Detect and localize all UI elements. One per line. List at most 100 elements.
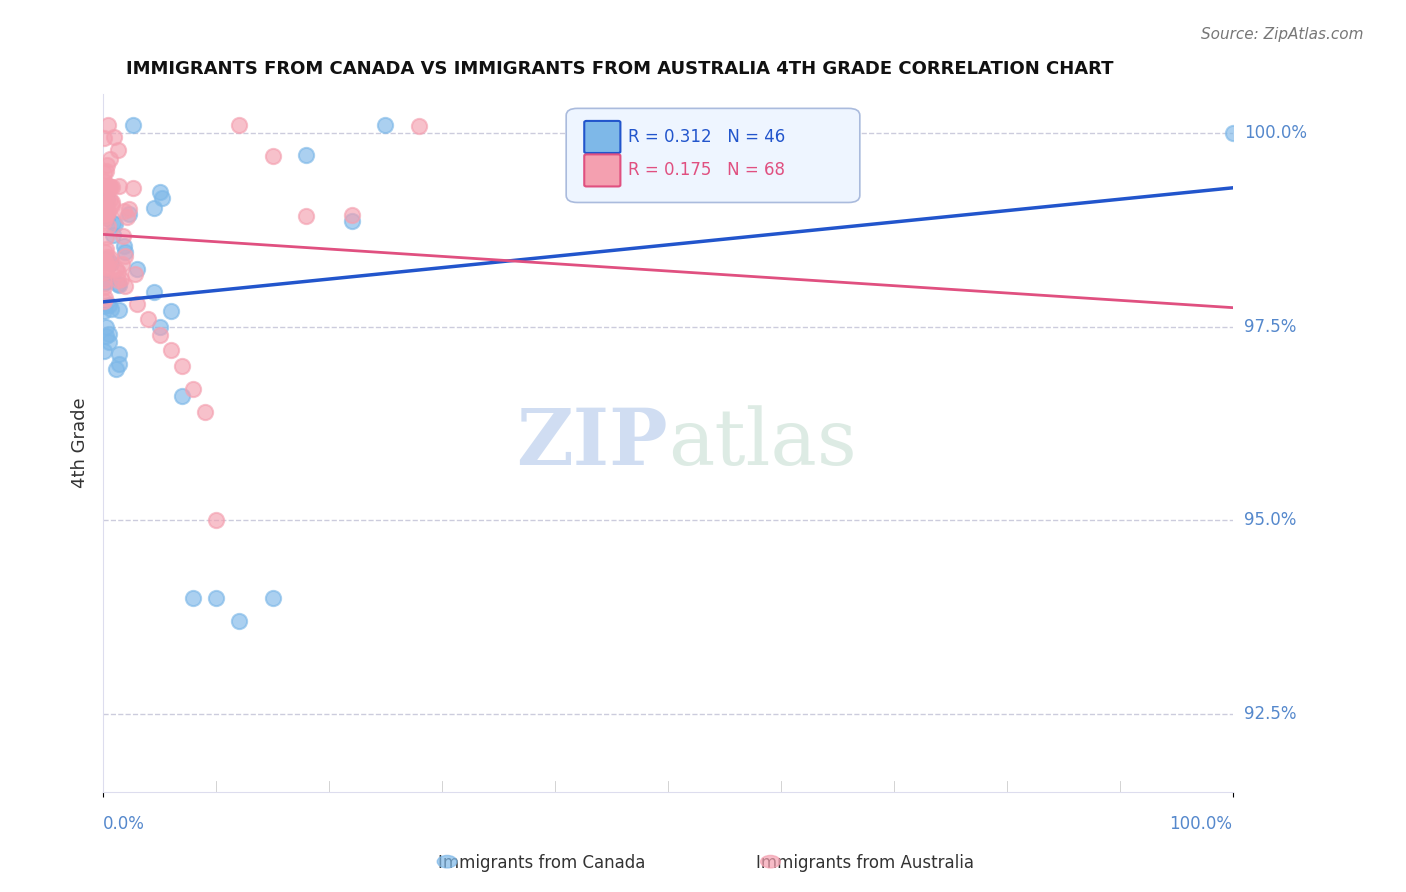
Point: [98, 153, 121, 167]
Point: [107, 144, 129, 158]
Point: [142, 285, 165, 299]
Point: [101, 194, 124, 209]
Point: [101, 180, 124, 194]
Point: [93, 174, 115, 188]
Point: [408, 120, 430, 134]
Point: [295, 148, 318, 162]
Text: Immigrants from Canada: Immigrants from Canada: [437, 855, 645, 872]
Text: 100.0%: 100.0%: [1244, 124, 1306, 142]
Text: 92.5%: 92.5%: [1244, 705, 1296, 723]
Point: [96, 210, 118, 224]
Point: [94, 255, 117, 269]
Point: [96, 157, 118, 171]
Point: [98, 181, 121, 195]
Point: [93, 280, 115, 294]
Point: [96, 211, 118, 225]
Point: [93, 184, 115, 198]
Point: [125, 296, 148, 310]
Point: [172, 390, 194, 404]
Point: [97, 206, 120, 220]
Point: [205, 513, 228, 527]
Text: R = 0.312   N = 46: R = 0.312 N = 46: [628, 128, 786, 146]
Point: [96, 256, 118, 270]
Point: [104, 217, 127, 231]
Text: 97.5%: 97.5%: [1244, 318, 1296, 335]
Point: [112, 203, 135, 218]
Point: [94, 244, 117, 259]
Text: atlas: atlas: [668, 405, 856, 481]
FancyBboxPatch shape: [567, 108, 860, 202]
Point: [93, 343, 115, 358]
Point: [97, 119, 120, 133]
Point: [111, 257, 134, 271]
Point: [107, 265, 129, 279]
Point: [94, 264, 117, 278]
Point: [149, 319, 172, 334]
Point: [122, 119, 145, 133]
Point: [152, 191, 174, 205]
Point: [96, 252, 118, 266]
Point: [228, 614, 250, 628]
Text: 95.0%: 95.0%: [1244, 511, 1296, 530]
Point: [93, 291, 115, 305]
Point: [93, 130, 115, 145]
Point: [96, 260, 118, 275]
Point: [93, 293, 115, 308]
Point: [93, 166, 115, 180]
Point: [98, 334, 121, 349]
Point: [104, 262, 127, 277]
FancyBboxPatch shape: [585, 154, 620, 186]
Point: [160, 343, 183, 357]
Point: [107, 179, 129, 194]
Point: [103, 129, 125, 144]
Point: [107, 273, 129, 287]
Point: [228, 119, 250, 133]
Point: [97, 219, 120, 234]
Point: [183, 591, 205, 605]
Point: [143, 201, 166, 215]
Point: [110, 272, 132, 286]
Point: [97, 204, 120, 219]
Point: [262, 591, 284, 605]
Point: [194, 405, 217, 419]
Point: [118, 207, 141, 221]
Point: [114, 279, 136, 293]
Point: [96, 250, 118, 264]
Point: [124, 267, 146, 281]
Point: [96, 196, 118, 211]
Point: [98, 327, 121, 342]
Point: [94, 328, 117, 343]
Text: ZIP: ZIP: [516, 405, 668, 481]
Point: [94, 207, 117, 221]
Text: IMMIGRANTS FROM CANADA VS IMMIGRANTS FROM AUSTRALIA 4TH GRADE CORRELATION CHART: IMMIGRANTS FROM CANADA VS IMMIGRANTS FRO…: [125, 60, 1114, 78]
Point: [93, 214, 115, 228]
Point: [340, 208, 363, 222]
Point: [93, 304, 115, 318]
Point: [262, 148, 284, 162]
Point: [103, 228, 125, 243]
Point: [108, 347, 131, 361]
Point: [100, 256, 122, 270]
Point: [108, 357, 131, 371]
Y-axis label: 4th Grade: 4th Grade: [72, 398, 89, 488]
Point: [98, 251, 121, 265]
Point: [374, 119, 396, 133]
Point: [96, 197, 118, 211]
Point: [93, 277, 115, 291]
Point: [100, 301, 122, 316]
Point: [94, 319, 117, 334]
Point: [183, 382, 205, 396]
Point: [149, 327, 172, 342]
Point: [97, 298, 120, 312]
Point: [96, 204, 118, 219]
Point: [100, 198, 122, 212]
Point: [96, 242, 118, 256]
Point: [107, 277, 129, 292]
Point: [160, 304, 183, 318]
Point: [107, 277, 129, 291]
Text: R = 0.175   N = 68: R = 0.175 N = 68: [628, 161, 786, 179]
Point: [136, 312, 159, 326]
Point: [94, 229, 117, 244]
Point: [1222, 126, 1244, 140]
Point: [96, 164, 118, 178]
